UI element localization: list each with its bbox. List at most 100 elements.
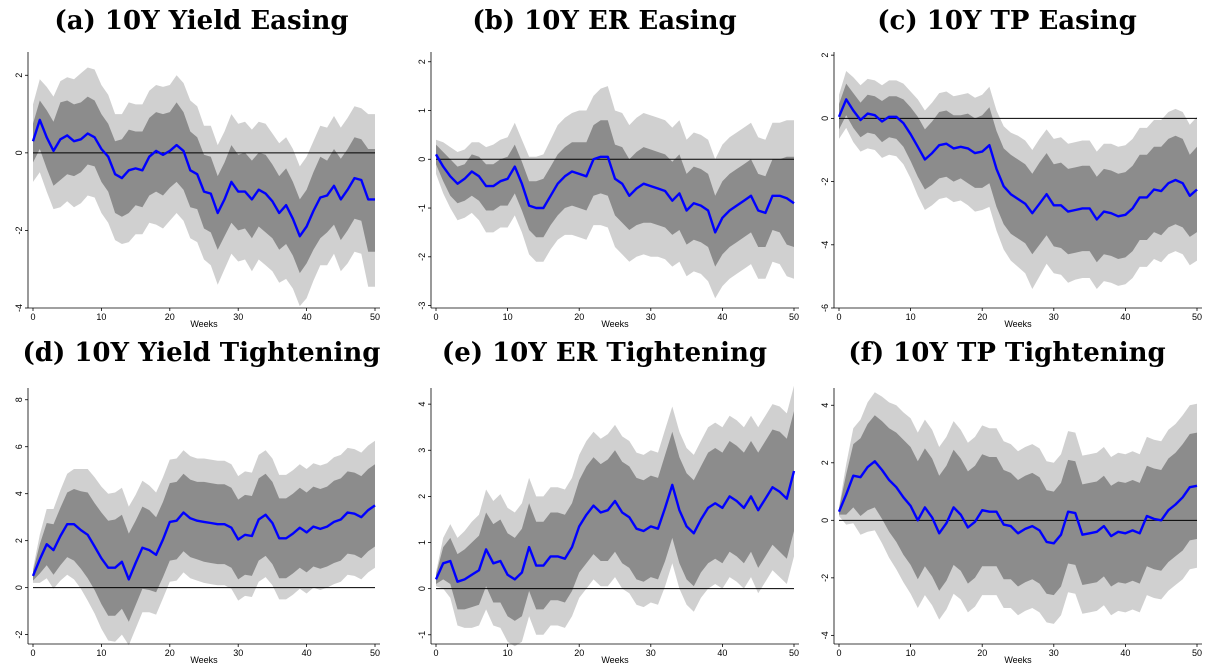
x-tick-label: 20 [165, 648, 175, 658]
y-tick-label: -1 [417, 631, 427, 639]
panel-title: (a) 10Y Yield Easing [54, 6, 349, 36]
y-tick-label: -2 [417, 253, 427, 261]
panel-c: (c) 10Y TP Easing -6 -4 -2 0 2 0 10 20 30 40 50 Wee… [806, 0, 1208, 332]
confidence-band-68 [436, 120, 794, 267]
x-tick-label: 30 [646, 312, 656, 322]
x-tick-label: 10 [906, 648, 916, 658]
x-tick-label: 40 [302, 648, 312, 658]
irf-line [837, 98, 1198, 221]
x-tick-label: 10 [503, 648, 513, 658]
y-tick-label: -6 [820, 304, 830, 312]
y-tick-label: 0 [820, 518, 830, 523]
y-tick-label: 4 [417, 402, 427, 407]
y-tick-label: 0 [417, 586, 427, 591]
y-tick-label: 2 [820, 53, 830, 58]
x-axis-title: Weeks [1004, 319, 1032, 329]
y-tick-label: 2 [14, 538, 24, 543]
x-tick-label: 0 [433, 648, 438, 658]
confidence-band-68 [839, 83, 1197, 263]
panel-title: (b) 10Y ER Easing [472, 6, 737, 36]
y-tick-label: 3 [417, 448, 427, 453]
y-tick-label: -2 [14, 226, 24, 234]
x-tick-label: 20 [574, 648, 584, 658]
irf-line [434, 153, 795, 234]
y-tick-label: 2 [14, 73, 24, 78]
confidence-band-68 [33, 464, 375, 622]
chart-plot: -2 0 2 4 6 8 0 10 20 30 40 50 Weeks [14, 388, 380, 664]
y-tick-label: -2 [820, 574, 830, 582]
confidence-band-68 [33, 96, 375, 274]
x-tick-label: 10 [906, 312, 916, 322]
x-axis-title: Weeks [601, 319, 629, 329]
x-tick-label: 40 [1120, 648, 1130, 658]
panel-b: (b) 10Y ER Easing -3 -2 -1 0 1 2 0 10 20 30 40 50 We… [403, 0, 806, 332]
y-tick-label: 0 [14, 150, 24, 155]
x-tick-label: 0 [30, 312, 35, 322]
x-tick-label: 10 [503, 312, 513, 322]
irf-line [31, 118, 375, 238]
panel-title: (e) 10Y ER Tightening [441, 338, 768, 368]
panel-a: (a) 10Y Yield Easing -4 -2 0 2 0 10 20 30 40 50 We… [0, 0, 403, 332]
x-tick-label: 0 [433, 312, 438, 322]
x-tick-label: 20 [977, 648, 987, 658]
x-tick-label: 0 [30, 648, 35, 658]
x-tick-label: 50 [370, 312, 380, 322]
confidence-band-68 [436, 411, 794, 621]
irf-line [434, 470, 796, 583]
x-tick-label: 50 [1192, 648, 1202, 658]
x-axis-title: Weeks [1004, 655, 1032, 664]
x-tick-label: 0 [836, 648, 841, 658]
y-tick-label: 8 [14, 397, 24, 402]
irf-line [31, 504, 376, 581]
y-tick-label: 0 [417, 157, 427, 162]
y-tick-label: 4 [820, 403, 830, 408]
y-tick-label: 1 [417, 540, 427, 545]
y-tick-label: -4 [820, 241, 830, 249]
y-tick-label: 2 [417, 494, 427, 499]
x-tick-label: 40 [717, 648, 727, 658]
x-axis-title: Weeks [601, 655, 629, 664]
y-tick-label: -2 [820, 178, 830, 186]
x-axis-title: Weeks [190, 655, 218, 664]
y-tick-label: 6 [14, 444, 24, 449]
x-tick-label: 50 [789, 648, 799, 658]
x-tick-label: 0 [836, 312, 841, 322]
x-tick-label: 50 [789, 312, 799, 322]
x-tick-label: 20 [165, 312, 175, 322]
panel-title: (d) 10Y Yield Tightening [22, 338, 381, 368]
x-tick-label: 50 [370, 648, 380, 658]
irf-line [837, 460, 1198, 545]
x-axis-title: Weeks [190, 319, 218, 329]
panel-e: (e) 10Y ER Tightening -1 0 1 2 3 4 0 10 20 30 40 50… [403, 332, 806, 664]
x-tick-label: 20 [574, 312, 584, 322]
x-tick-label: 10 [96, 312, 106, 322]
y-tick-label: 2 [417, 59, 427, 64]
x-tick-label: 50 [1192, 312, 1202, 322]
x-tick-label: 40 [717, 312, 727, 322]
x-tick-label: 30 [1049, 648, 1059, 658]
y-tick-label: 0 [820, 116, 830, 121]
x-tick-label: 30 [233, 648, 243, 658]
x-tick-label: 30 [646, 648, 656, 658]
panel-title: (c) 10Y TP Easing [877, 6, 1137, 36]
panel-f: (f) 10Y TP Tightening -4 -2 0 2 4 0 10 20 30 40 50… [806, 332, 1208, 664]
x-tick-label: 40 [302, 312, 312, 322]
y-tick-label: -4 [820, 631, 830, 639]
x-tick-label: 30 [1049, 312, 1059, 322]
x-tick-label: 20 [977, 312, 987, 322]
y-tick-label: 1 [417, 108, 427, 113]
y-tick-label: -3 [417, 302, 427, 310]
confidence-band-68 [839, 415, 1197, 596]
x-tick-label: 40 [1120, 312, 1130, 322]
y-tick-label: -2 [14, 631, 24, 639]
y-tick-label: -1 [417, 204, 427, 212]
y-tick-label: 0 [14, 585, 24, 590]
x-tick-label: 30 [233, 312, 243, 322]
panel-d: (d) 10Y Yield Tightening -2 0 2 4 6 8 0 10 20 30 4… [0, 332, 403, 664]
y-tick-label: -4 [14, 304, 24, 312]
